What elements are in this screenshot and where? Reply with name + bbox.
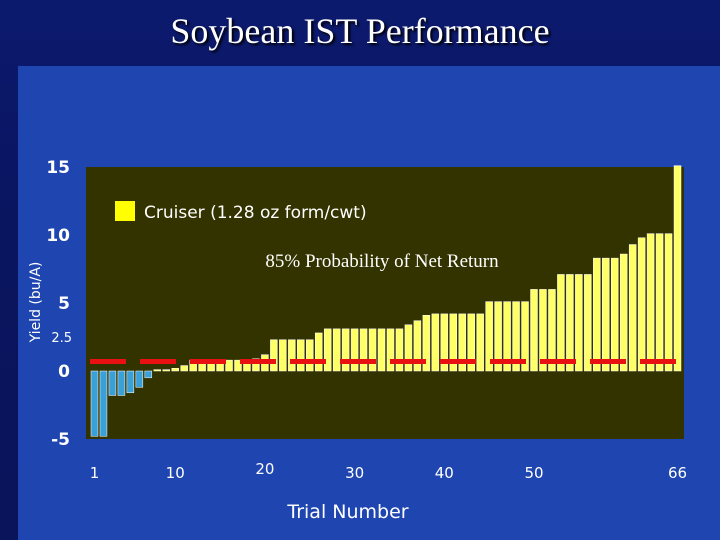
legend-swatch (115, 201, 135, 221)
bar-trial-43 (467, 313, 475, 372)
y-axis-label: Yield (bu/A) (28, 262, 44, 344)
x-tick-label: 20 (255, 460, 274, 478)
y-tick-label: -5 (51, 430, 70, 450)
x-tick-label: 40 (435, 464, 454, 482)
bar-trial-54 (566, 274, 574, 372)
bar-trial-27 (323, 328, 332, 372)
bar-trial-23 (288, 339, 296, 372)
bar-trial-57 (593, 257, 601, 372)
bar-trial-25 (306, 339, 314, 372)
bar-trial-51 (539, 289, 547, 372)
bar-trial-63 (646, 233, 655, 372)
bar-trial-33 (377, 328, 386, 372)
bar-trial-45 (485, 301, 493, 372)
x-tick-label: 1 (90, 464, 100, 482)
chart-subtitle: 85% Probability of Net Return (265, 251, 499, 272)
bar-trial-44 (476, 313, 484, 372)
bar-trial-6 (135, 370, 144, 388)
bar-trial-8 (153, 369, 162, 372)
legend-label: Cruiser (1.28 oz form/cwt) (144, 203, 367, 223)
bar-trial-4 (117, 370, 126, 396)
y-tick-label: 2.5 (51, 331, 72, 346)
x-tick-labels: 1 10 20 30 40 50 66 (90, 460, 687, 482)
bar-trial-53 (557, 274, 565, 372)
bar-trial-26 (314, 332, 323, 372)
bar-trial-46 (494, 301, 502, 372)
y-tick-label: 0 (58, 362, 70, 382)
bar-trial-48 (512, 301, 520, 372)
x-tick-label: 66 (668, 464, 687, 482)
bar-trial-39 (431, 313, 440, 372)
bar-trial-34 (386, 328, 395, 372)
bar-trial-30 (350, 328, 359, 372)
bar-trial-2 (99, 370, 108, 437)
bar-trial-64 (655, 233, 664, 372)
bar-trial-11 (180, 365, 188, 372)
bar-trial-24 (297, 339, 305, 372)
bar-trial-41 (449, 313, 458, 372)
bar-trial-31 (359, 328, 368, 372)
bar-trial-55 (575, 274, 583, 372)
bars-group (90, 165, 682, 437)
bar-trial-49 (521, 301, 529, 372)
bar-trial-10 (171, 368, 179, 372)
y-tick-label: 5 (58, 294, 70, 314)
bar-trial-36 (404, 324, 413, 372)
bar-trial-50 (530, 289, 538, 372)
slide-title: Soybean IST Performance (170, 11, 550, 51)
bar-trial-17 (234, 359, 242, 372)
y-tick-labels: -5 0 2.5 5 10 15 (46, 158, 72, 450)
bar-trial-58 (602, 257, 610, 372)
bar-trial-5 (126, 370, 135, 394)
bar-trial-65 (664, 233, 673, 372)
bar-trial-59 (610, 257, 619, 372)
bar-trial-3 (108, 370, 117, 396)
bar-trial-60 (619, 253, 628, 372)
bar-trial-62 (637, 237, 646, 372)
bar-trial-52 (548, 289, 556, 372)
bar-trial-42 (458, 313, 466, 372)
bar-trial-9 (162, 369, 170, 372)
x-tick-label: 10 (166, 464, 185, 482)
bar-trial-22 (279, 339, 287, 372)
bar-trial-32 (368, 328, 377, 372)
bar-trial-56 (584, 274, 592, 372)
bar-trial-47 (503, 301, 511, 372)
bar-trial-21 (270, 339, 278, 372)
y-tick-label: 10 (46, 226, 70, 246)
x-tick-label: 30 (345, 464, 364, 482)
bar-trial-61 (628, 244, 637, 372)
bar-trial-7 (144, 370, 153, 379)
bar-trial-16 (225, 359, 233, 372)
bar-trial-29 (341, 328, 350, 372)
bar-trial-28 (332, 328, 341, 372)
x-tick-label: 50 (524, 464, 543, 482)
bar-trial-38 (422, 314, 431, 372)
bar-trial-35 (395, 328, 404, 372)
bar-trial-19 (252, 358, 260, 372)
y-tick-label: 15 (46, 158, 70, 178)
bar-trial-1 (90, 370, 99, 437)
bar-trial-37 (413, 320, 422, 372)
bar-trial-40 (440, 313, 449, 372)
x-axis-label: Trial Number (286, 501, 408, 523)
bar-trial-66 (673, 165, 682, 372)
